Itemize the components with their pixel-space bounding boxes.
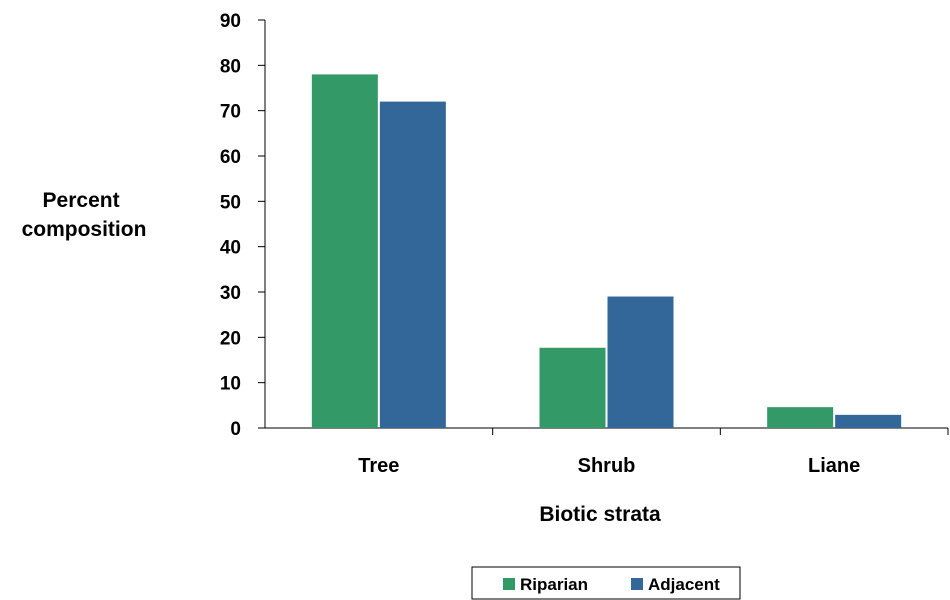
legend-swatch-riparian [503, 578, 515, 590]
y-tick-label: 50 [220, 192, 241, 213]
y-tick-label: 30 [220, 283, 241, 304]
category-labels: Tree Shrub Liane [358, 455, 860, 477]
legend-box [471, 566, 741, 600]
y-tick-label: 40 [220, 238, 241, 259]
bar-riparian-tree [311, 74, 378, 429]
y-tick-label: 60 [220, 147, 241, 168]
y-tick-label: 10 [220, 374, 241, 395]
y-tick-label: 70 [220, 102, 241, 123]
legend-label-riparian: Riparian [520, 575, 588, 594]
y-axis-title-line-1: Percent [43, 189, 120, 212]
y-tick-label: 0 [230, 419, 241, 440]
legend-label-adjacent: Adjacent [648, 575, 720, 594]
bar-adjacent-tree [379, 101, 446, 428]
bar-riparian-shrub [539, 347, 606, 428]
x-axis-title: Biotic strata [539, 503, 661, 526]
bar-adjacent-liane [835, 414, 902, 428]
y-tick-label: 90 [220, 11, 241, 32]
x-category-label: Tree [358, 455, 399, 477]
x-category-label: Shrub [578, 455, 636, 477]
y-tick-label: 80 [220, 56, 241, 77]
bars [311, 74, 902, 429]
bar-riparian-liane [767, 407, 834, 428]
x-axis [265, 427, 949, 435]
legend: Riparian Adjacent [471, 566, 741, 600]
legend-swatch-adjacent [631, 578, 643, 590]
bar-adjacent-shrub [607, 296, 674, 428]
y-axis: 0 10 20 30 40 50 60 70 80 90 [220, 11, 266, 440]
y-tick-label: 20 [220, 328, 241, 349]
y-axis-title-line-2: composition [22, 218, 147, 241]
y-axis-title: Percent composition [22, 189, 147, 241]
x-category-label: Liane [808, 455, 860, 477]
